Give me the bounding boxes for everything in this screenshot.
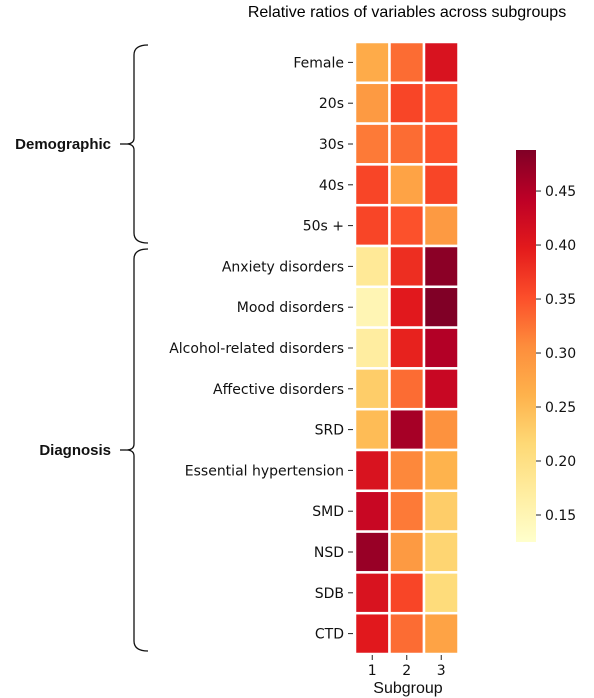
- group-brackets: Demographic Diagnosis: [15, 44, 149, 652]
- heatmap-cell: [353, 285, 391, 329]
- heatmap-cell: [422, 367, 460, 411]
- heatmap-cell: [388, 285, 426, 329]
- row-label: Anxiety disorders: [222, 259, 344, 275]
- heatmap-cell: [422, 203, 460, 248]
- x-axis-label: Subgroup: [373, 680, 442, 697]
- heatmap-cell: [422, 244, 460, 289]
- colorbar-tick-label: 0.25: [545, 400, 576, 416]
- heatmap-cell: [353, 244, 391, 289]
- heatmap-cell: [388, 122, 426, 166]
- heatmap-cell: [353, 203, 391, 248]
- row-labels: Female 20s 30s 40s 50s + Anxiety disorders Moo…: [169, 55, 353, 643]
- row-label: 50s +: [303, 219, 344, 235]
- row-label: 20s: [319, 96, 344, 112]
- heatmap-cell: [422, 40, 460, 85]
- heatmap-cell: [422, 611, 460, 656]
- row-label: Female: [293, 55, 344, 71]
- row-label: SMD: [312, 504, 344, 520]
- heatmap-cell: [388, 571, 426, 615]
- heatmap-cell: [422, 530, 460, 574]
- heatmap-cell: [422, 285, 460, 329]
- colorbar: 0.15 0.20 0.25 0.30 0.35 0.40 0.45: [516, 150, 576, 542]
- heatmap-cell: [388, 367, 426, 411]
- group-bracket: [125, 248, 149, 652]
- heatmap-cell: [353, 81, 391, 125]
- row-label: Mood disorders: [237, 300, 344, 316]
- heatmap-cell: [422, 407, 460, 452]
- heatmap-cell: [388, 326, 426, 370]
- colorbar-tick-label: 0.30: [545, 346, 576, 362]
- heatmap-cell: [353, 367, 391, 411]
- heatmap-cell: [422, 122, 460, 166]
- row-label: 30s: [319, 137, 344, 153]
- heatmap-cell: [353, 326, 391, 370]
- heatmap-cell: [388, 81, 426, 125]
- heatmap-cell: [388, 163, 426, 207]
- colorbar-tick-label: 0.35: [545, 292, 576, 308]
- heatmap-cell: [388, 40, 426, 85]
- heatmap-cell: [353, 407, 391, 452]
- heatmap-cell: [353, 448, 391, 493]
- heatmap-cell: [353, 489, 391, 533]
- group-bracket: [125, 44, 149, 244]
- row-label: SDB: [315, 586, 344, 602]
- heatmap-cell: [422, 326, 460, 370]
- row-label: SRD: [315, 423, 344, 439]
- heatmap-cell: [388, 448, 426, 493]
- heatmap-cell: [353, 122, 391, 166]
- group-label: Demographic: [15, 136, 111, 153]
- column-label: 1: [368, 663, 377, 679]
- colorbar-tick-label: 0.15: [545, 508, 576, 524]
- colorbar-tick-label: 0.20: [545, 454, 576, 470]
- heatmap-cell: [388, 203, 426, 248]
- heatmap-cell: [353, 530, 391, 574]
- row-label: 40s: [319, 178, 344, 194]
- heatmap-cell: [353, 611, 391, 656]
- group-label: Diagnosis: [39, 442, 111, 459]
- heatmap-cell: [388, 407, 426, 452]
- chart-title: Relative ratios of variables across subg…: [248, 4, 566, 21]
- heatmap-cell: [388, 530, 426, 574]
- heatmap-cell: [388, 244, 426, 289]
- row-label: Alcohol-related disorders: [169, 341, 344, 357]
- heatmap-cell: [422, 489, 460, 533]
- heatmap-cell: [422, 81, 460, 125]
- heatmap-cell: [353, 40, 391, 85]
- colorbar-tick-label: 0.45: [545, 184, 576, 200]
- row-label: CTD: [315, 627, 344, 643]
- column-labels: 1 2 3: [368, 655, 446, 679]
- heatmap-cell: [353, 571, 391, 615]
- row-label: Essential hypertension: [185, 463, 344, 479]
- colorbar-gradient: [516, 150, 536, 542]
- heatmap-cells: [353, 40, 460, 656]
- heatmap-cell: [422, 163, 460, 207]
- heatmap-cell: [388, 489, 426, 533]
- colorbar-tick-label: 0.40: [545, 238, 576, 254]
- heatmap-cell: [388, 611, 426, 656]
- column-label: 3: [437, 663, 446, 679]
- heatmap-cell: [353, 163, 391, 207]
- heatmap-cell: [422, 571, 460, 615]
- heatmap-cell: [422, 448, 460, 493]
- row-label: Affective disorders: [213, 382, 344, 398]
- row-label: NSD: [314, 545, 344, 561]
- column-label: 2: [402, 663, 411, 679]
